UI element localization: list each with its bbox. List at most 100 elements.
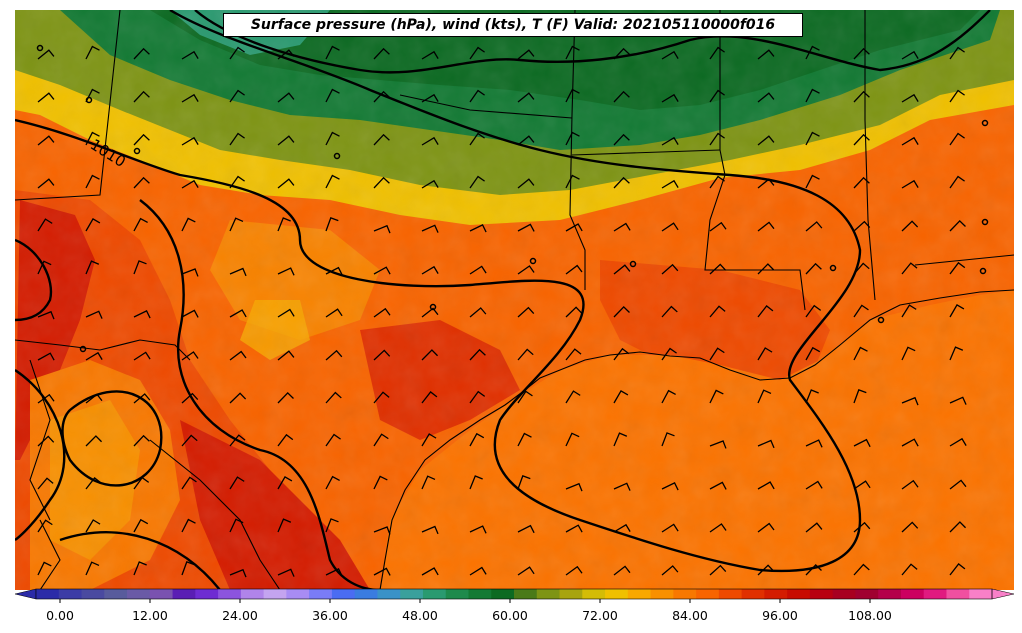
colorbar-segment (900, 589, 925, 599)
wind-barb (853, 47, 870, 60)
wind-barb (517, 524, 535, 534)
colorbar-segment (400, 589, 424, 599)
wind-barb (85, 310, 103, 319)
wind-barb (469, 175, 485, 189)
wind-barb (469, 475, 483, 490)
wind-barb (229, 518, 244, 533)
wind-barb (661, 481, 679, 491)
colorbar-tick-label: 72.00 (582, 608, 618, 623)
wind-barb (949, 396, 967, 405)
wind-barb (421, 136, 439, 146)
wind-barb (613, 176, 630, 189)
colorbar-segment (855, 589, 879, 599)
colorbar-segment (36, 589, 60, 599)
wind-barb (853, 346, 868, 361)
wind-barb (421, 475, 436, 490)
wind-barb (757, 92, 775, 103)
colorbar-tick-label: 96.00 (762, 608, 798, 623)
wind-barb (661, 136, 679, 146)
wind-barb (805, 262, 822, 275)
wind-barb (757, 481, 775, 490)
wind-barb (901, 438, 919, 447)
wind-barb (901, 396, 919, 406)
wind-barb (949, 132, 965, 146)
wind-barb (949, 89, 965, 103)
wind-barb (757, 564, 775, 576)
wind-barb (661, 263, 679, 275)
wind-barb (229, 434, 246, 447)
wind-barb (37, 352, 55, 361)
wind-barb (853, 133, 870, 146)
wind-barb (181, 476, 197, 490)
wind-barb (373, 567, 391, 576)
wind-barb (421, 50, 439, 60)
wind-barb (517, 223, 535, 232)
wind-barb (949, 479, 967, 490)
colorbar-tick-label: 12.00 (132, 608, 168, 623)
wind-barb (853, 480, 871, 490)
wind-barb (805, 131, 820, 146)
wind-barb (421, 224, 439, 233)
wind-barb (325, 433, 341, 447)
colorbar-segment (696, 589, 720, 599)
colorbar-segment (309, 589, 333, 599)
wind-barb (325, 88, 340, 103)
wind-barb (565, 88, 580, 103)
wind-barb (805, 45, 820, 60)
wind-barb (277, 49, 295, 60)
wind-barb (565, 306, 583, 318)
wind-barbs (37, 45, 967, 578)
wind-barb (373, 475, 388, 490)
wind-barb (709, 305, 726, 318)
wind-barb (229, 309, 247, 318)
wind-barb (133, 561, 147, 576)
wind-barb (133, 393, 151, 404)
wind-barb (661, 389, 676, 404)
wind-barb (805, 346, 821, 361)
wind-barb (373, 224, 391, 234)
wind-barb (277, 308, 295, 318)
wind-barb (517, 348, 534, 361)
wind-barb (517, 566, 535, 576)
wind-barb (613, 482, 631, 491)
wind-barb (613, 523, 631, 533)
colorbar-segment (878, 589, 902, 599)
wind-barb (613, 389, 629, 404)
wind-barb (757, 178, 775, 189)
wind-barb (325, 174, 340, 189)
wind-barb (373, 90, 390, 103)
wind-barb (421, 391, 438, 404)
wind-barb (853, 176, 870, 189)
wind-barb (277, 92, 295, 103)
wind-barb (133, 217, 148, 232)
colorbar-segment (946, 589, 970, 599)
wind-barb (565, 174, 580, 189)
wind-barb (373, 433, 389, 447)
wind-barb (613, 47, 630, 60)
wind-barb (229, 568, 247, 578)
wind-barb (853, 563, 870, 576)
wind-barb (37, 178, 55, 189)
wind-barb (517, 92, 535, 103)
wind-barb (517, 49, 535, 60)
wind-barb (565, 390, 581, 404)
wind-barb (901, 93, 919, 103)
wind-barb (709, 221, 727, 232)
colorbar-segment (468, 589, 492, 599)
wind-barb (565, 264, 583, 275)
wind-barb (613, 565, 631, 576)
wind-barb (325, 217, 339, 232)
wind-barb (901, 220, 919, 232)
wind-barb (661, 347, 677, 361)
wind-barb (469, 307, 487, 318)
wind-barb (661, 222, 679, 232)
colorbar-segment (286, 589, 310, 599)
wind-barb (469, 390, 486, 404)
colorbar-segment (787, 589, 811, 599)
wind-barb (229, 46, 245, 60)
wind-barb (181, 434, 198, 447)
wind-barb (757, 305, 774, 318)
wind-barb (469, 432, 485, 447)
coastlines-and-borders (15, 10, 1014, 590)
